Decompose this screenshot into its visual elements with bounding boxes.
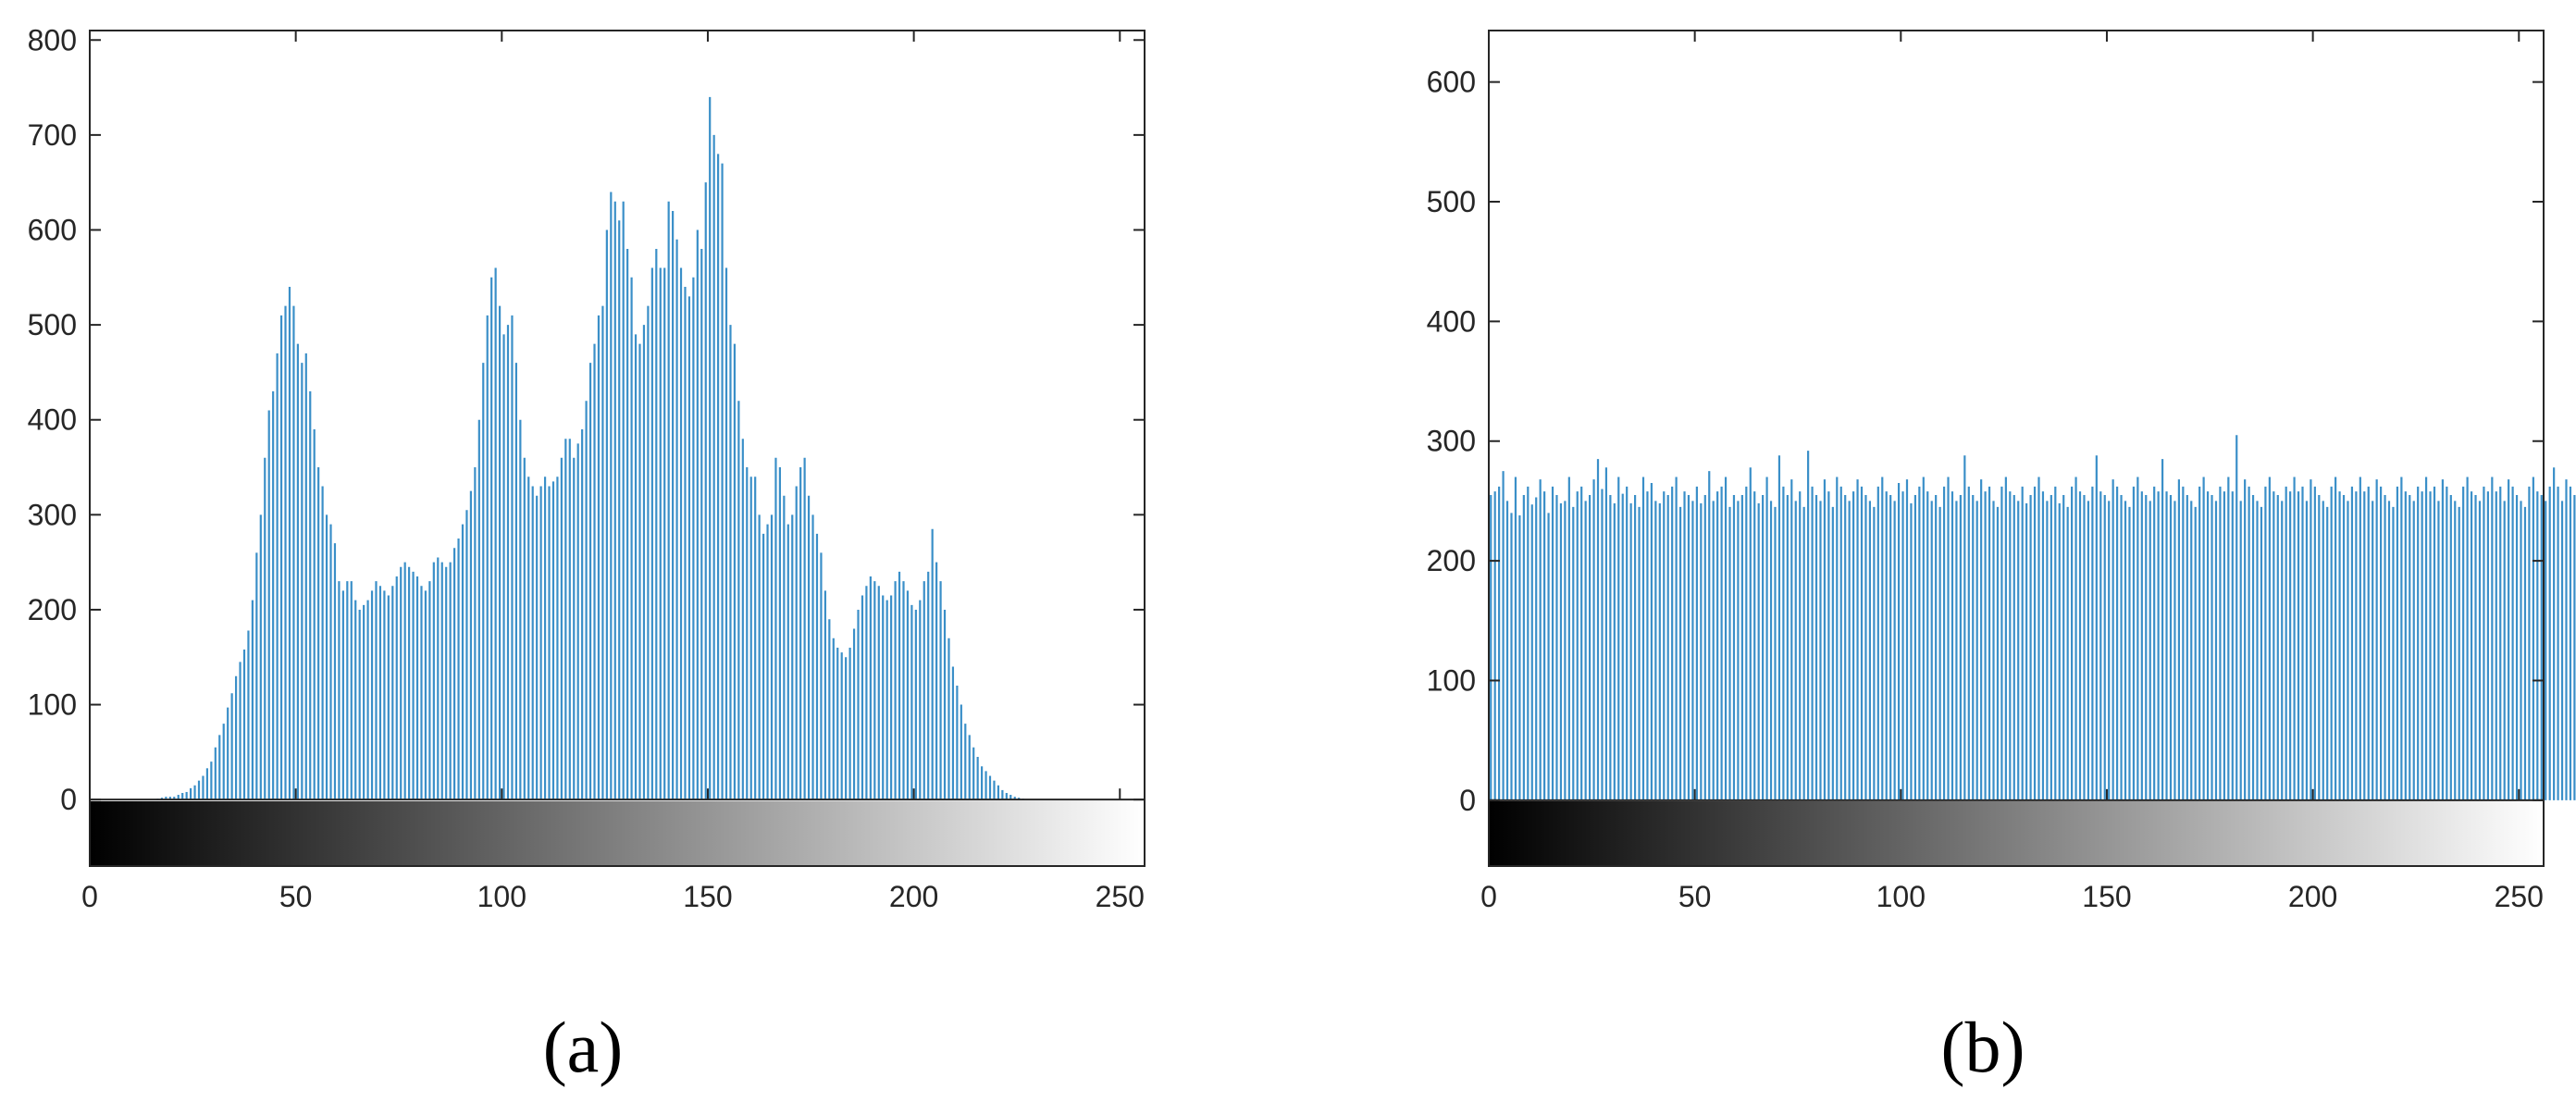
x-tick-label: 250 (2495, 880, 2544, 913)
y-tick-label: 300 (1427, 425, 1476, 458)
panel-label-a: (a) (543, 1007, 624, 1087)
y-tick-label: 100 (28, 688, 77, 722)
y-tick-label: 400 (28, 403, 77, 437)
y-tick-label: 800 (28, 23, 77, 56)
histogram-panel-a: 0 100 200 300 400 500 600 700 800 0 50 100 150 200 25… (28, 23, 1146, 1087)
x-tick-label: 200 (2288, 880, 2337, 913)
x-tick-label: 150 (2082, 880, 2131, 913)
x-tick-label: 150 (683, 880, 732, 913)
x-tick-label: 100 (1876, 880, 1926, 913)
axes-box-b (1488, 30, 2545, 867)
axes-box-a (89, 30, 1146, 867)
y-tick-label: 600 (28, 213, 77, 246)
y-tick-label: 400 (1427, 304, 1476, 338)
colorbar-a (90, 801, 1145, 866)
x-tick-label: 50 (279, 880, 313, 913)
x-ticks-a: 0 50 100 150 200 250 (81, 31, 1145, 913)
x-tick-label: 200 (889, 880, 938, 913)
x-tick-label: 0 (81, 880, 98, 913)
y-ticks-a: 0 100 200 300 400 500 600 700 800 (28, 23, 1145, 816)
colorbar-b (1489, 801, 2544, 866)
y-tick-label: 100 (1427, 663, 1476, 697)
bars-b (1489, 435, 2576, 801)
y-tick-label: 500 (1427, 185, 1476, 218)
y-tick-label: 200 (28, 593, 77, 626)
y-tick-label: 300 (28, 498, 77, 531)
y-tick-label: 500 (28, 308, 77, 341)
y-tick-label: 0 (60, 783, 77, 816)
x-tick-label: 50 (1678, 880, 1712, 913)
histogram-panel-b: 0 100 200 300 400 500 600 0 50 100 150 200 250 (b) (1427, 30, 2576, 1087)
x-tick-label: 100 (477, 880, 526, 913)
y-tick-label: 700 (28, 118, 77, 152)
panel-label-b: (b) (1941, 1007, 2025, 1087)
x-tick-label: 0 (1480, 880, 1497, 913)
y-tick-label: 200 (1427, 544, 1476, 577)
y-tick-label: 600 (1427, 66, 1476, 99)
y-tick-label: 0 (1459, 784, 1476, 817)
y-ticks-b: 0 100 200 300 400 500 600 (1427, 66, 2544, 817)
x-ticks-b: 0 50 100 150 200 250 (1480, 31, 2544, 913)
x-tick-label: 250 (1096, 880, 1145, 913)
bars-a (90, 96, 1145, 801)
